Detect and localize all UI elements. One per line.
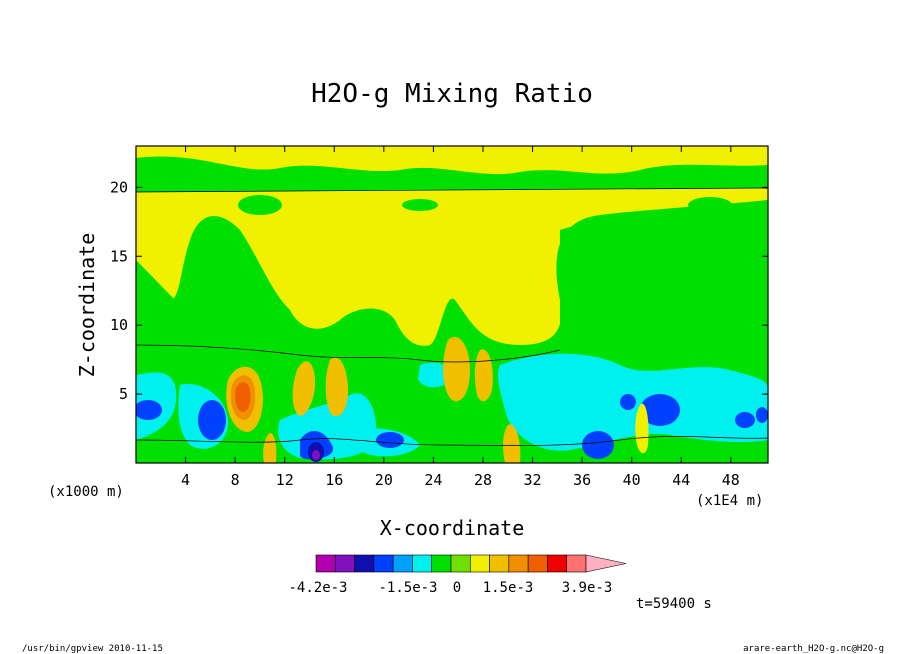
colorbar-swatch xyxy=(450,554,471,573)
x-tick-label: 20 xyxy=(375,471,393,489)
y-tick-label: 10 xyxy=(110,316,128,334)
colorbar-label: 0 xyxy=(453,580,461,596)
colorbar-arrow xyxy=(585,554,627,573)
colorbar-label: 1.5e-3 xyxy=(483,580,534,596)
chart-title: H2O-g Mixing Ratio xyxy=(311,79,593,109)
x-tick-label: 24 xyxy=(424,471,442,489)
colorbar-swatch xyxy=(354,554,375,573)
colorbar-swatch xyxy=(431,554,452,573)
colorbar-swatch xyxy=(489,554,510,573)
colorbar-label: -1.5e-3 xyxy=(378,580,437,596)
x-unit-left: (x1000 m) xyxy=(48,484,124,500)
x-tick-label: 36 xyxy=(573,471,591,489)
colorbar-swatch xyxy=(315,554,336,573)
footer-left: /usr/bin/gpview 2010-11-15 xyxy=(22,644,163,654)
x-tick-label: 12 xyxy=(276,471,294,489)
colorbar-swatch xyxy=(527,554,548,573)
y-axis-label: Z-coordinate xyxy=(75,233,99,378)
y-axis: 5 10 15 20 xyxy=(110,178,768,403)
colorbar xyxy=(315,554,627,573)
colorbar-swatch xyxy=(373,554,394,573)
x-tick-label: 40 xyxy=(623,471,641,489)
y-tick-label: 20 xyxy=(110,178,128,196)
colorbar-swatch xyxy=(469,554,490,573)
plot-frame xyxy=(135,145,769,464)
x-tick-label: 8 xyxy=(231,471,240,489)
colorbar-swatch xyxy=(566,554,587,573)
footer-right: arare-earth_H2O-g.nc@H2O-g xyxy=(743,644,884,654)
colorbar-labels: -4.2e-3 -1.5e-3 0 1.5e-3 3.9e-3 xyxy=(288,580,612,596)
x-axis-label: X-coordinate xyxy=(380,516,525,540)
colorbar-swatch xyxy=(547,554,568,573)
time-label: t=59400 s xyxy=(636,596,712,612)
colorbar-swatch xyxy=(412,554,433,573)
x-tick-label: 32 xyxy=(524,471,542,489)
x-tick-label: 48 xyxy=(722,471,740,489)
contour-field xyxy=(136,146,768,463)
y-tick-label: 5 xyxy=(119,385,128,403)
x-axis: 4 8 12 16 20 24 28 32 36 40 44 48 xyxy=(181,146,740,489)
x-tick-label: 16 xyxy=(325,471,343,489)
colorbar-swatch xyxy=(392,554,413,573)
y-tick-label: 15 xyxy=(110,247,128,265)
colorbar-swatch xyxy=(334,554,355,573)
x-tick-label: 4 xyxy=(181,471,190,489)
colorbar-swatch xyxy=(508,554,529,573)
x-unit-right: (x1E4 m) xyxy=(696,493,763,509)
x-tick-label: 28 xyxy=(474,471,492,489)
x-tick-label: 44 xyxy=(672,471,690,489)
colorbar-label: 3.9e-3 xyxy=(562,580,613,596)
colorbar-label: -4.2e-3 xyxy=(288,580,347,596)
